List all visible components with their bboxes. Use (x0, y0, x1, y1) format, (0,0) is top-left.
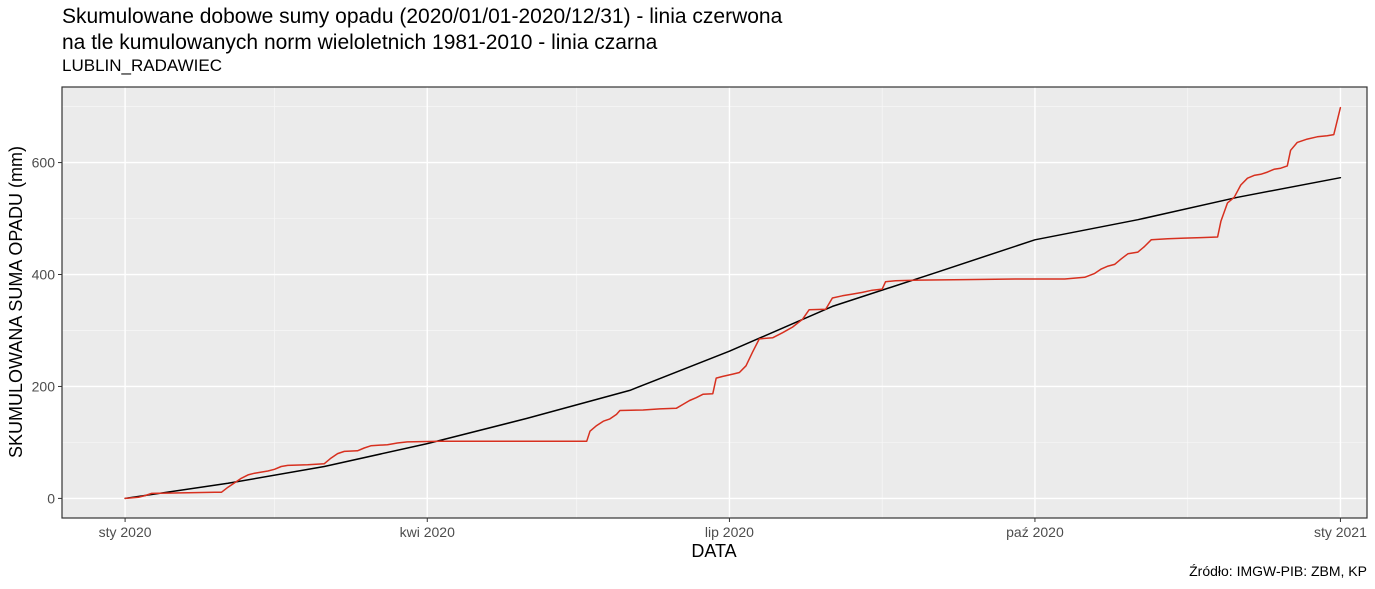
normal-precipitation-line (124, 176, 1342, 500)
series-layer (124, 106, 1342, 500)
y-tick-label: 600 (32, 155, 56, 171)
observed-precipitation-line (124, 106, 1342, 500)
x-tick-label: paź 2020 (1006, 524, 1064, 540)
chart-title-line-1: Skumulowane dobowe sumy opadu (2020/01/0… (62, 5, 783, 28)
x-tick-label: kwi 2020 (400, 524, 455, 540)
x-axis-label: DATA (691, 541, 736, 561)
y-tick-label: 400 (32, 267, 56, 283)
minor-gridlines (62, 87, 1367, 518)
y-tick-label: 200 (32, 378, 56, 394)
plot-panel (62, 87, 1367, 518)
y-axis-label: SKUMULOWANA SUMA OPADU (mm) (6, 146, 26, 458)
plot-border (61, 86, 1368, 519)
chart-title-line-2: na tle kumulowanych norm wieloletnich 19… (62, 31, 658, 54)
x-tick-label: sty 2021 (1314, 524, 1367, 540)
x-tick-label: lip 2020 (705, 524, 754, 540)
axis-ticks: sty 2020 kwi 2020 lip 2020 paź 2020 sty 2021… (32, 155, 1367, 540)
x-tick-label: sty 2020 (99, 524, 152, 540)
source-note: Źródło: IMGW-PIB: ZBM, KP (1189, 563, 1367, 579)
major-gridlines (62, 87, 1367, 518)
chart-subtitle: LUBLIN_RADAWIEC (62, 56, 222, 75)
y-tick-label: 0 (47, 490, 55, 506)
